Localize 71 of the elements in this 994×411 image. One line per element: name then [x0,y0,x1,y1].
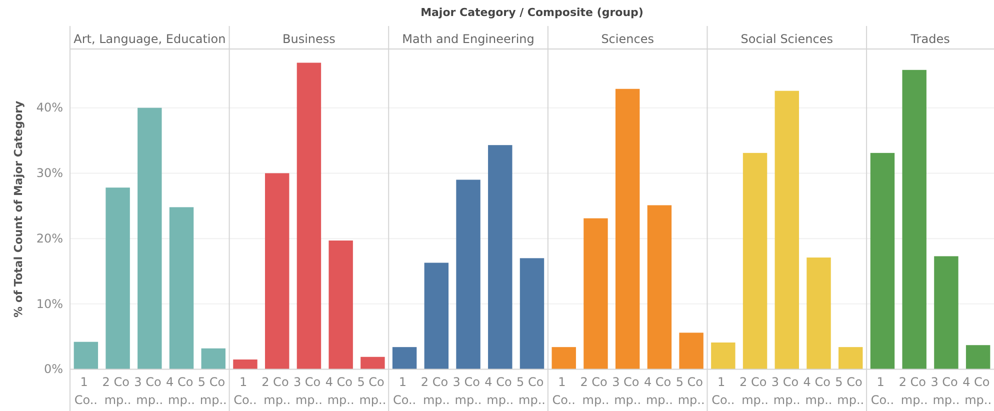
x-tick-label: 3 Co mp.. [612,375,644,407]
text: Major Category / Composite (group) [420,6,644,19]
x-tick-label: 2 Co mp.. [580,375,612,407]
bar [774,90,800,370]
bar [360,356,385,370]
chart-title: Art, Language, Education [74,32,226,46]
x-tick-label: 4 Co mp.. [962,375,994,407]
bar [74,342,98,370]
bar [201,348,226,370]
x-tick-label: 4 Co mp.. [644,375,675,407]
x-tick-label: 4 Co mp.. [484,375,516,407]
bar [615,88,640,370]
x-tick-label: 3 Co mp.. [293,375,324,407]
bar [966,345,990,370]
bar [106,188,130,370]
x-tick-label: 3 Co mp.. [134,375,166,407]
bar [424,262,449,370]
x-tick-label: 5 Co mp.. [676,375,707,407]
bar [679,332,704,370]
bar [742,152,768,370]
bar [902,70,926,370]
x-tick-label: 5 Co mp.. [357,375,388,407]
x-tick-label: 2 Co mp.. [420,375,452,407]
x-tick-label: 1 Co.. [552,375,576,407]
bar [711,342,736,370]
bar [296,62,322,370]
chart-title: Business [282,32,336,46]
bar [264,173,290,370]
bar [233,359,258,370]
x-tick-label: 3 Co mp.. [452,375,484,407]
x-tick-label: 4 Co mp.. [166,375,198,407]
bar [392,347,417,370]
x-tick-label: 4 Co mp.. [325,375,356,407]
bar [838,347,863,370]
x-tick-label: 5 Co mp.. [198,375,229,407]
x-tick-label: 2 Co mp.. [102,375,134,407]
bar [647,205,672,370]
y-axis-title: % of Total Count of Major Category [12,100,25,318]
bar [934,256,958,370]
x-tick-label: 1 Co.. [234,375,257,407]
y-tick-label: 30% [36,166,63,180]
y-tick-label: 10% [36,296,63,311]
chart-title: Social Sciences [740,32,833,46]
x-tick-label: 5 Co mp.. [835,375,866,407]
chart-title: Math and Engineering [402,32,534,46]
x-tick-label: 5 Co mp.. [516,375,548,407]
chart-title: Trades [910,32,950,46]
bar [552,347,576,370]
bar [488,145,512,370]
bar [138,108,162,370]
y-tick-label: 40% [36,100,63,115]
bar [806,258,831,370]
bar [584,218,608,370]
x-tick-label: 1 Co.. [392,375,416,407]
y-tick-label: 20% [36,231,63,246]
x-tick-label: 1 Co.. [870,375,894,407]
x-tick-label: 1 Co.. [74,375,98,407]
x-tick-label: 2 Co mp.. [262,375,293,407]
chart-title: Sciences [601,32,654,46]
x-tick-label: 3 Co mp.. [771,375,802,407]
bar [456,180,480,370]
bar [328,240,353,370]
x-tick-label: 3 Co mp.. [930,375,962,407]
bar [169,207,194,370]
x-tick-label: 1 Co.. [712,375,735,407]
x-tick-label: 4 Co mp.. [803,375,834,407]
bar [870,152,895,370]
x-tick-label: 2 Co mp.. [740,375,771,407]
bar [520,258,544,370]
y-tick-label: 0% [44,362,63,376]
x-tick-label: 2 Co mp.. [898,375,930,407]
